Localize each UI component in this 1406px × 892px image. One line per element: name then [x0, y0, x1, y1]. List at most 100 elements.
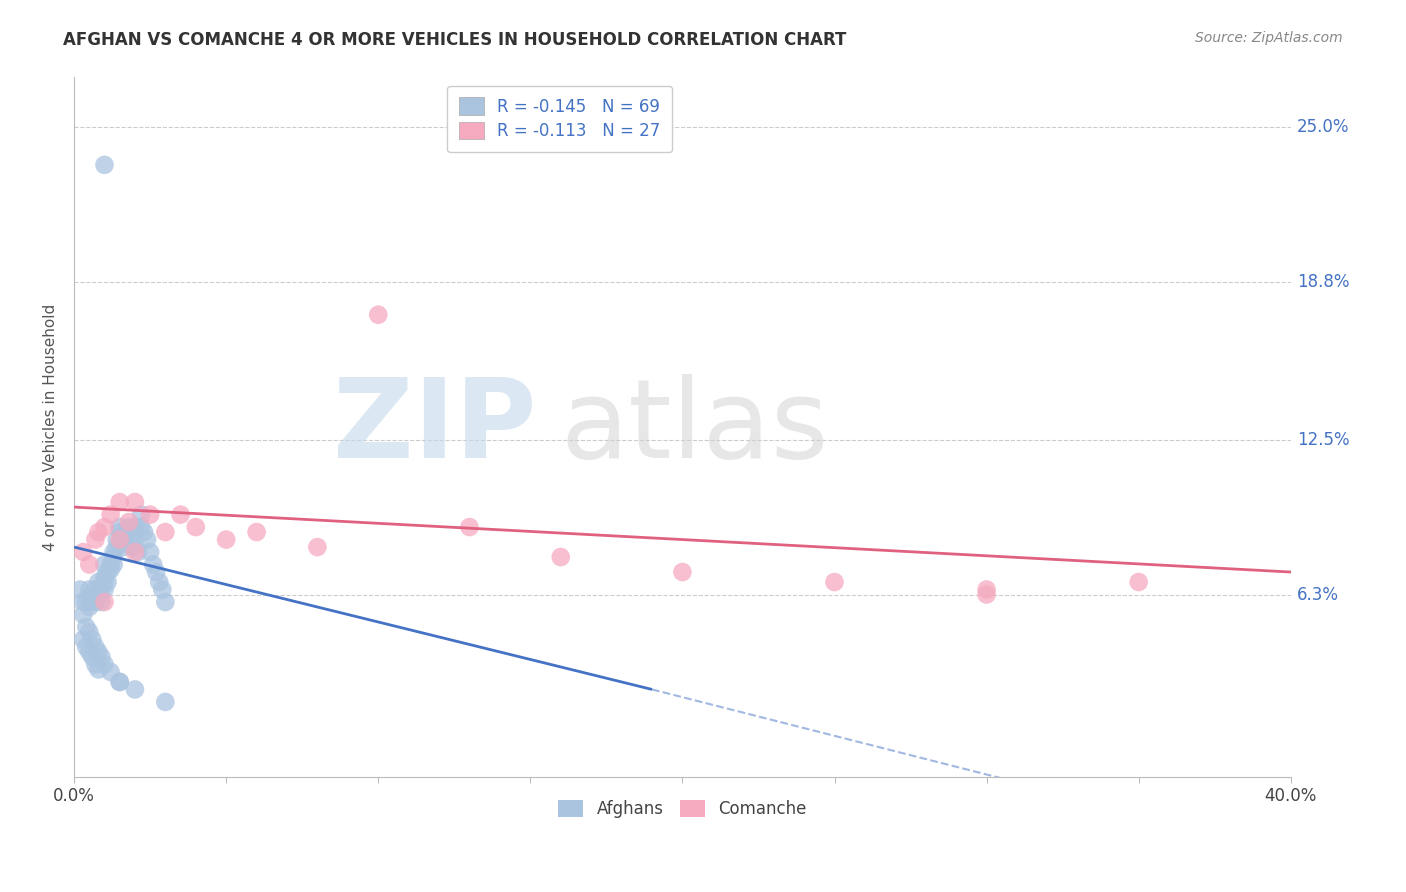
Point	[111, 540, 134, 554]
Point	[93, 657, 115, 672]
Point	[84, 595, 107, 609]
Point	[124, 682, 146, 697]
Point	[72, 545, 94, 559]
Point	[103, 549, 125, 564]
Text: 6.3%: 6.3%	[1296, 585, 1339, 604]
Point	[100, 562, 122, 576]
Point	[105, 540, 128, 554]
Point	[82, 632, 104, 647]
Point	[245, 524, 267, 539]
Point	[367, 308, 389, 322]
Point	[103, 545, 125, 559]
Point	[87, 663, 110, 677]
Point	[124, 495, 146, 509]
Point	[307, 540, 329, 554]
Point	[1128, 574, 1150, 589]
Point	[93, 574, 115, 589]
Point	[136, 533, 159, 547]
Point	[103, 558, 125, 572]
Point	[87, 645, 110, 659]
Point	[100, 508, 122, 522]
Point	[132, 524, 155, 539]
Point	[79, 645, 101, 659]
Point	[96, 565, 118, 579]
Point	[976, 582, 998, 597]
Point	[90, 582, 112, 597]
Point	[124, 545, 146, 559]
Point	[72, 595, 94, 609]
Point	[124, 520, 146, 534]
Text: AFGHAN VS COMANCHE 4 OR MORE VEHICLES IN HOUSEHOLD CORRELATION CHART: AFGHAN VS COMANCHE 4 OR MORE VEHICLES IN…	[63, 31, 846, 49]
Point	[69, 582, 91, 597]
Point	[84, 640, 107, 654]
Text: ZIP: ZIP	[333, 374, 537, 481]
Point	[90, 595, 112, 609]
Point	[155, 524, 177, 539]
Point	[79, 625, 101, 640]
Point	[127, 545, 149, 559]
Point	[114, 524, 136, 539]
Text: Source: ZipAtlas.com: Source: ZipAtlas.com	[1195, 31, 1343, 45]
Point	[129, 508, 152, 522]
Point	[79, 590, 101, 604]
Point	[145, 565, 167, 579]
Point	[100, 558, 122, 572]
Point	[93, 520, 115, 534]
Point	[72, 607, 94, 622]
Point	[75, 640, 97, 654]
Point	[215, 533, 238, 547]
Point	[82, 595, 104, 609]
Point	[118, 520, 141, 534]
Text: 25.0%: 25.0%	[1296, 119, 1350, 136]
Point	[142, 558, 165, 572]
Legend: Afghans, Comanche: Afghans, Comanche	[551, 793, 814, 824]
Point	[155, 695, 177, 709]
Point	[79, 558, 101, 572]
Point	[108, 533, 131, 547]
Point	[108, 495, 131, 509]
Point	[148, 574, 170, 589]
Point	[184, 520, 207, 534]
Point	[155, 595, 177, 609]
Point	[79, 599, 101, 614]
Point	[169, 508, 191, 522]
Point	[84, 533, 107, 547]
Point	[108, 675, 131, 690]
Point	[82, 590, 104, 604]
Point	[87, 524, 110, 539]
Point	[150, 582, 173, 597]
Point	[84, 587, 107, 601]
Point	[118, 533, 141, 547]
Point	[108, 524, 131, 539]
Point	[458, 520, 481, 534]
Point	[87, 587, 110, 601]
Point	[79, 582, 101, 597]
Point	[100, 665, 122, 679]
Point	[111, 533, 134, 547]
Point	[90, 650, 112, 665]
Point	[87, 574, 110, 589]
Point	[108, 520, 131, 534]
Point	[139, 508, 162, 522]
Point	[976, 587, 998, 601]
Text: atlas: atlas	[561, 374, 830, 481]
Point	[824, 574, 846, 589]
Point	[105, 533, 128, 547]
Point	[82, 650, 104, 665]
Point	[75, 595, 97, 609]
Point	[93, 558, 115, 572]
Point	[75, 620, 97, 634]
Point	[671, 565, 693, 579]
Point	[118, 515, 141, 529]
Text: 12.5%: 12.5%	[1296, 431, 1350, 449]
Point	[72, 632, 94, 647]
Point	[84, 657, 107, 672]
Point	[93, 582, 115, 597]
Point	[96, 574, 118, 589]
Point	[139, 545, 162, 559]
Text: 18.8%: 18.8%	[1296, 273, 1350, 292]
Point	[93, 570, 115, 584]
Point	[124, 533, 146, 547]
Point	[93, 158, 115, 172]
Point	[550, 549, 572, 564]
